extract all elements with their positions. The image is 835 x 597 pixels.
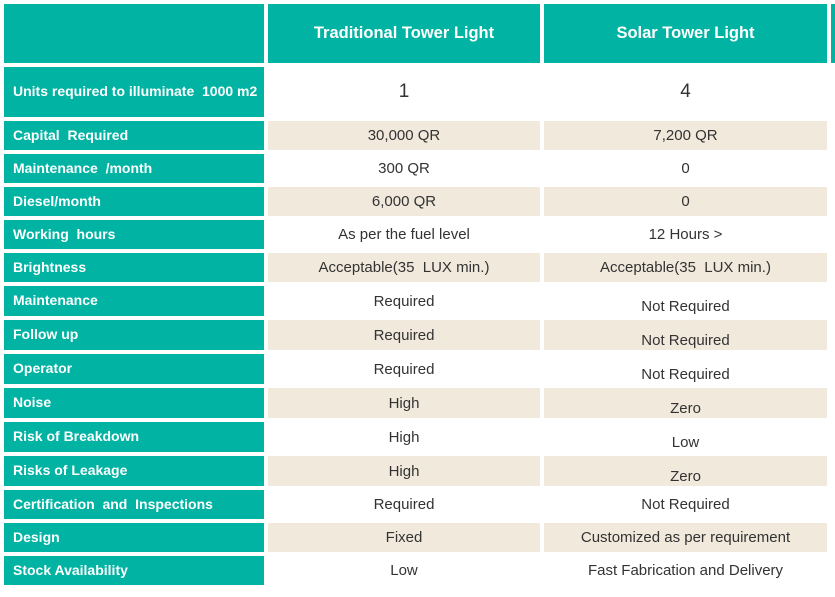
solar-value: Not Required [544, 490, 827, 519]
row-label: Risk of Breakdown [4, 422, 264, 452]
traditional-value: Fixed [268, 523, 540, 552]
traditional-value: 1 [268, 67, 540, 117]
solar-value: 12 Hours > [544, 220, 827, 249]
row-label: Maintenance /month [4, 154, 264, 183]
traditional-value: Required [268, 490, 540, 519]
solar-value: 7,200 QR [544, 121, 827, 150]
traditional-value: High [268, 388, 540, 418]
table-row-units: Units required to illuminate 1000 m2 1 4 [4, 67, 827, 117]
header-corner-cell [4, 4, 264, 63]
header-solar: Solar Tower Light [544, 4, 827, 63]
table-row-risk-breakdown: Risk of Breakdown High Low [4, 422, 827, 452]
row-label: Follow up [4, 320, 264, 350]
solar-value: 4 [544, 67, 827, 117]
table-row-certification: Certification and Inspections Required N… [4, 490, 827, 519]
table-row-brightness: Brightness Acceptable(35 LUX min.) Accep… [4, 253, 827, 282]
row-label: Noise [4, 388, 264, 418]
row-label: Working hours [4, 220, 264, 249]
solar-value: 0 [544, 187, 827, 216]
table-row-stock: Stock Availability Low Fast Fabrication … [4, 556, 827, 585]
table-row-diesel: Diesel/month 6,000 QR 0 [4, 187, 827, 216]
row-label: Certification and Inspections [4, 490, 264, 519]
row-label: Brightness [4, 253, 264, 282]
row-label: Diesel/month [4, 187, 264, 216]
header-row: Traditional Tower Light Solar Tower Ligh… [4, 4, 827, 63]
solar-value: Not Required [544, 354, 827, 384]
solar-value: Not Required [544, 320, 827, 350]
table-row-design: Design Fixed Customized as per requireme… [4, 523, 827, 552]
solar-value: Not Required [544, 286, 827, 316]
solar-value: Low [544, 422, 827, 452]
solar-value: 0 [544, 154, 827, 183]
traditional-value: As per the fuel level [268, 220, 540, 249]
solar-value: Customized as per requirement [544, 523, 827, 552]
row-label: Maintenance [4, 286, 264, 316]
solar-value: Zero [544, 388, 827, 418]
solar-value: Acceptable(35 LUX min.) [544, 253, 827, 282]
traditional-value: Required [268, 286, 540, 316]
header-traditional: Traditional Tower Light [268, 4, 540, 63]
traditional-value: Low [268, 556, 540, 585]
table-row-maintenance: Maintenance Required Not Required [4, 286, 827, 316]
row-label: Risks of Leakage [4, 456, 264, 486]
traditional-value: Acceptable(35 LUX min.) [268, 253, 540, 282]
table-row-operator: Operator Required Not Required [4, 354, 827, 384]
row-label: Design [4, 523, 264, 552]
traditional-value: Required [268, 320, 540, 350]
traditional-value: High [268, 422, 540, 452]
table-row-follow-up: Follow up Required Not Required [4, 320, 827, 350]
traditional-value: High [268, 456, 540, 486]
table-row-capital: Capital Required 30,000 QR 7,200 QR [4, 121, 827, 150]
row-label: Units required to illuminate 1000 m2 [4, 67, 264, 117]
table-row-risks-leakage: Risks of Leakage High Zero [4, 456, 827, 486]
table-row-working-hours: Working hours As per the fuel level 12 H… [4, 220, 827, 249]
solar-value: Zero [544, 456, 827, 486]
traditional-value: 6,000 QR [268, 187, 540, 216]
table-row-noise: Noise High Zero [4, 388, 827, 418]
traditional-value: 300 QR [268, 154, 540, 183]
adjacent-column-sliver [831, 4, 835, 63]
traditional-value: 30,000 QR [268, 121, 540, 150]
row-label: Operator [4, 354, 264, 384]
row-label: Capital Required [4, 121, 264, 150]
table-row-maintenance-month: Maintenance /month 300 QR 0 [4, 154, 827, 183]
row-label: Stock Availability [4, 556, 264, 585]
traditional-value: Required [268, 354, 540, 384]
solar-value: Fast Fabrication and Delivery [544, 556, 827, 585]
